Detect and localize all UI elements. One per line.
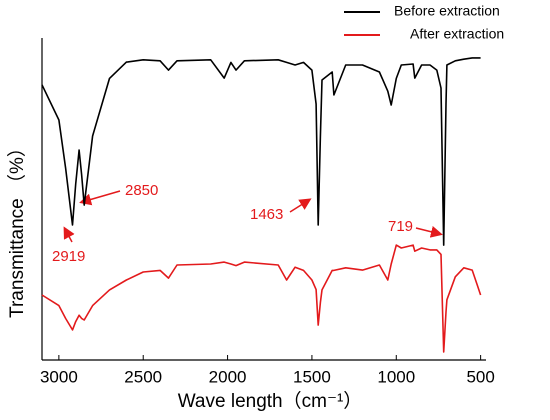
x-tick-label: 1500	[293, 367, 331, 386]
annotation: 2850	[125, 182, 158, 199]
arrow	[63, 226, 75, 243]
x-tick-label: 1000	[377, 367, 415, 386]
x-tick-label: 3000	[40, 367, 78, 386]
x-tick-label: 2500	[124, 367, 162, 386]
arrow	[79, 190, 121, 206]
annotation: 2919	[52, 248, 85, 265]
legend-label: After extraction	[410, 26, 504, 42]
x-tick-label: 2000	[209, 367, 247, 386]
legend-label: Before extraction	[394, 3, 500, 19]
x-tick-label: 500	[466, 367, 494, 386]
arrow	[289, 198, 312, 213]
x-axis-label: Wave length（cm⁻¹）	[178, 390, 363, 412]
y-axis-label: Transmittance （%）	[6, 138, 28, 318]
series-line	[41, 57, 481, 246]
annotation: 719	[388, 218, 413, 235]
series-line	[41, 244, 482, 353]
arrow	[415, 225, 443, 238]
annotation: 1463	[250, 206, 283, 223]
